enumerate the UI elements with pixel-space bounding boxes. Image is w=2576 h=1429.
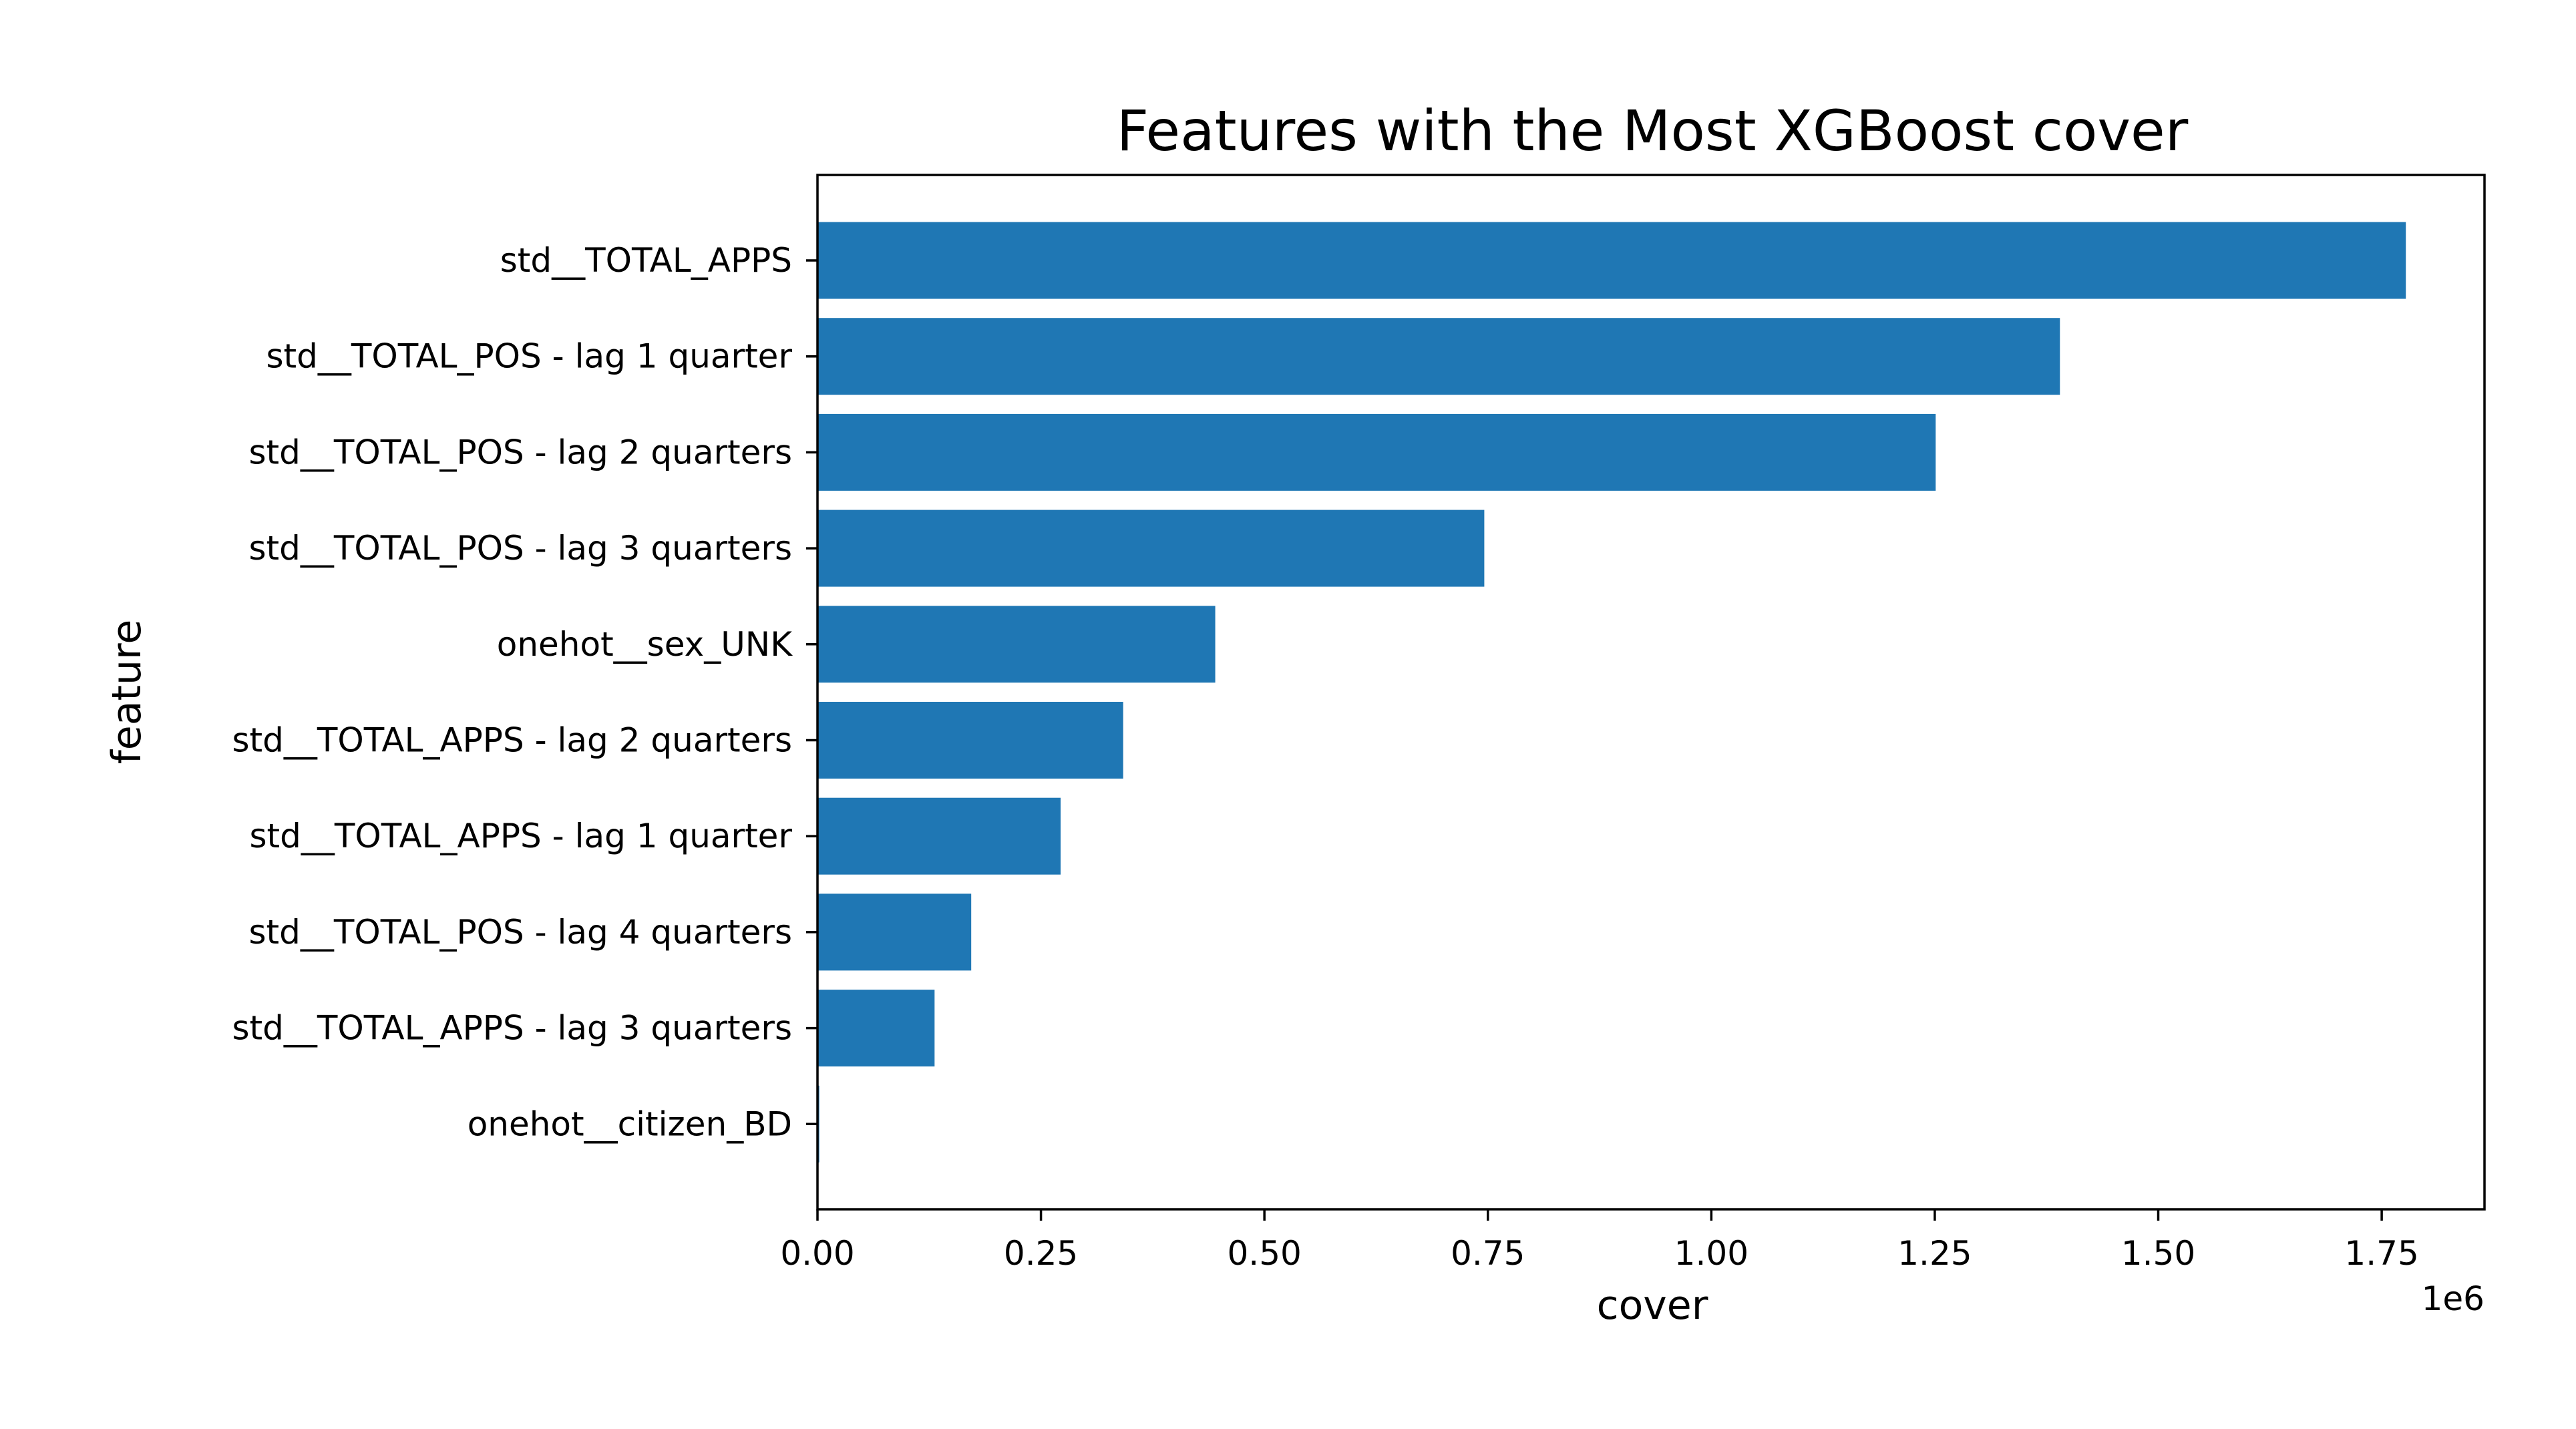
- y-tick-label: std__TOTAL_POS - lag 1 quarter: [266, 337, 793, 376]
- y-axis-title: feature: [104, 620, 150, 765]
- y-tick-label: std__TOTAL_APPS: [500, 241, 792, 280]
- bar: [817, 413, 1936, 491]
- x-tick-label: 0.50: [1228, 1234, 1302, 1273]
- y-tick-label: onehot__sex_UNK: [497, 625, 793, 664]
- bar: [817, 318, 2060, 395]
- x-tick-label: 0.25: [1004, 1234, 1078, 1273]
- chart-title: Features with the Most XGBoost cover: [1117, 98, 2189, 164]
- y-tick-label: std__TOTAL_APPS - lag 1 quarter: [250, 817, 793, 855]
- y-tick-label: onehot__citizen_BD: [468, 1104, 792, 1143]
- x-axis-title: cover: [1597, 1282, 1708, 1329]
- bar: [817, 606, 1216, 683]
- plot-frame: [816, 174, 2486, 1211]
- y-tick-label: std__TOTAL_APPS - lag 2 quarters: [232, 721, 792, 760]
- x-tick-label: 1.75: [2344, 1234, 2418, 1273]
- bar: [817, 509, 1485, 587]
- bar: [817, 990, 935, 1067]
- x-tick-label: 1.00: [1674, 1234, 1749, 1273]
- x-axis-offset-label: 1e6: [2422, 1279, 2485, 1318]
- x-tick-label: 0.75: [1451, 1234, 1525, 1273]
- bar: [817, 702, 1123, 779]
- y-axis-ticks: std__TOTAL_APPS std__TOTAL_POS - lag 1 qu…: [232, 241, 817, 1143]
- x-tick-label: 1.50: [2121, 1234, 2195, 1273]
- y-tick-label: std__TOTAL_POS - lag 2 quarters: [248, 433, 792, 471]
- x-tick-label: 1.25: [1897, 1234, 1972, 1273]
- y-tick-label: std__TOTAL_POS - lag 3 quarters: [248, 529, 792, 568]
- y-tick-label: std__TOTAL_POS - lag 4 quarters: [248, 913, 792, 952]
- bars-group: [817, 222, 2406, 1163]
- x-tick-label: 0.00: [780, 1234, 854, 1273]
- bar: [817, 893, 972, 971]
- y-tick-label: std__TOTAL_APPS - lag 3 quarters: [232, 1009, 792, 1048]
- bar: [817, 797, 1061, 875]
- x-axis-ticks: 0.00 0.25 0.50 0.75 1.00 1.25 1.50 1.75: [780, 1209, 2419, 1273]
- bar: [817, 222, 2406, 299]
